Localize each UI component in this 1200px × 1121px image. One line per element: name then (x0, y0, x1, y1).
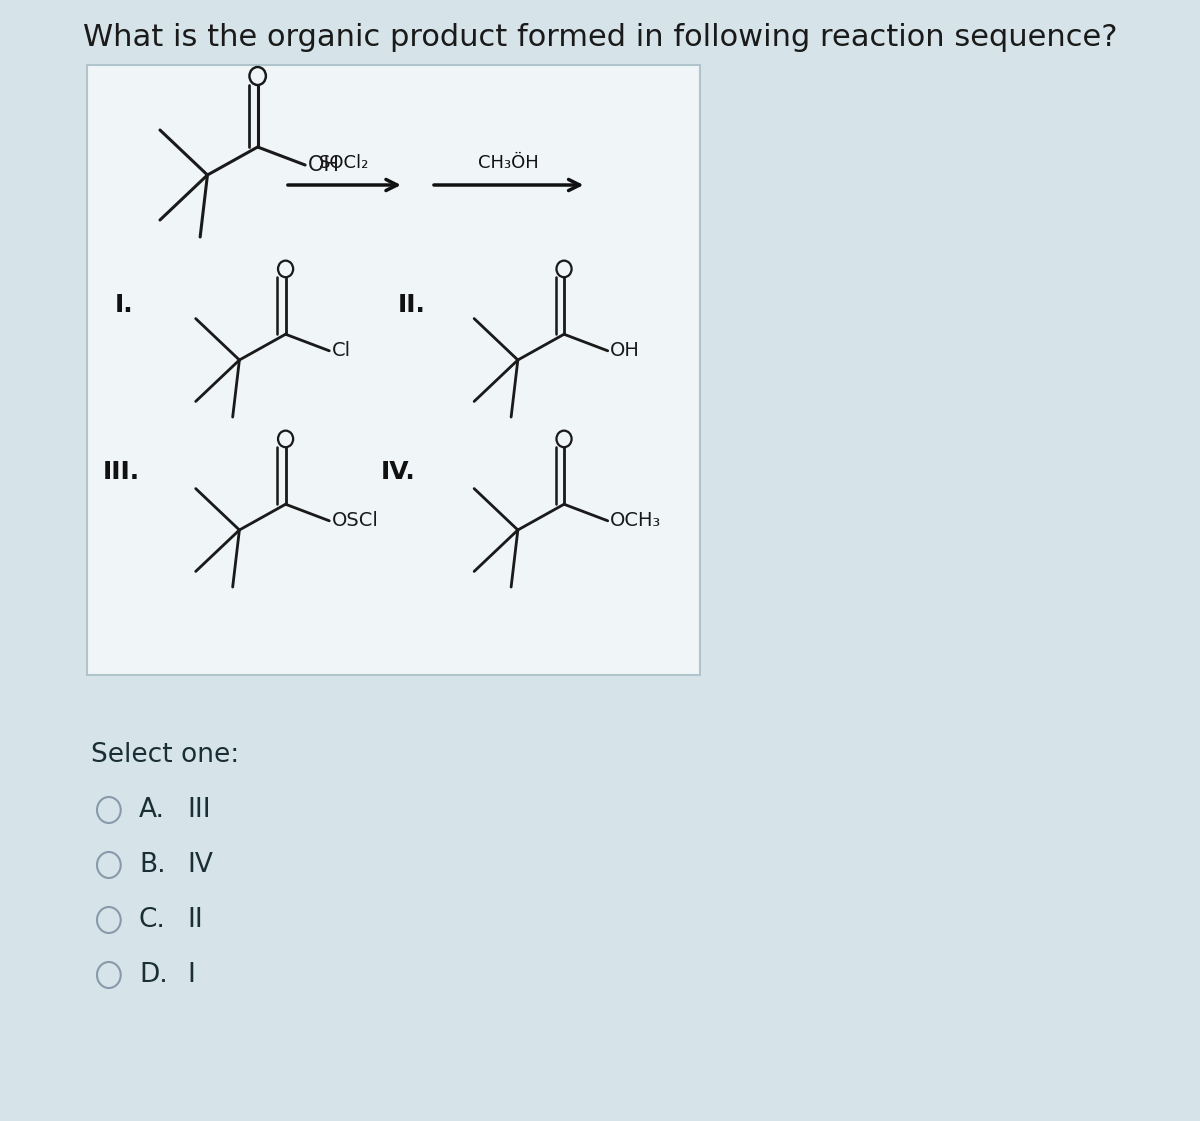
Circle shape (97, 907, 121, 933)
Text: B.: B. (139, 852, 166, 878)
Text: Cl: Cl (331, 341, 350, 360)
Text: SOCl₂: SOCl₂ (319, 154, 370, 172)
Text: IV: IV (187, 852, 214, 878)
FancyBboxPatch shape (86, 65, 701, 675)
Text: I.: I. (114, 293, 133, 317)
Circle shape (97, 962, 121, 988)
Text: III.: III. (102, 460, 139, 484)
Text: Select one:: Select one: (90, 742, 239, 768)
Text: I: I (187, 962, 196, 988)
Text: II.: II. (397, 293, 425, 317)
Text: II: II (187, 907, 203, 933)
Text: CH₃ÖH: CH₃ÖH (479, 154, 539, 172)
Circle shape (97, 797, 121, 823)
Text: What is the organic product formed in following reaction sequence?: What is the organic product formed in fo… (83, 24, 1117, 53)
Text: IV.: IV. (380, 460, 415, 484)
Text: OSCl: OSCl (331, 511, 379, 530)
Text: C.: C. (139, 907, 166, 933)
Text: OH: OH (308, 155, 340, 175)
Text: D.: D. (139, 962, 168, 988)
Text: OCH₃: OCH₃ (611, 511, 661, 530)
Circle shape (97, 852, 121, 878)
Text: A.: A. (139, 797, 164, 823)
Text: III: III (187, 797, 211, 823)
Text: OH: OH (611, 341, 640, 360)
